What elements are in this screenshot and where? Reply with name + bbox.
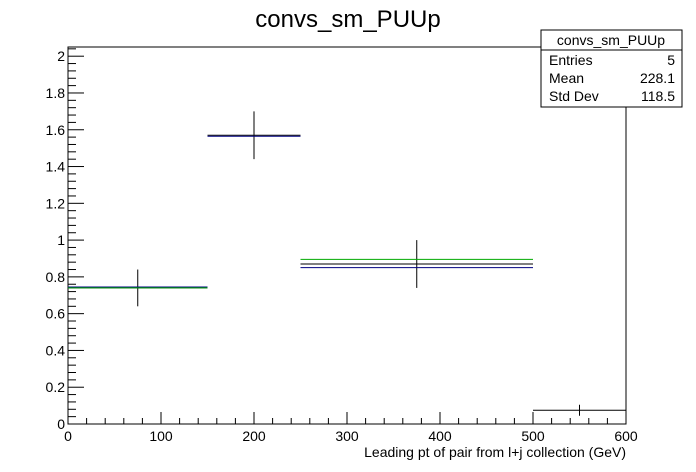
stats-box: convs_sm_PUUp Entries 5 Mean 228.1 Std D… (540, 29, 683, 108)
stats-box-frame (540, 29, 683, 108)
stats-entries-label: Entries (549, 52, 593, 68)
x-tick-label: 400 (428, 428, 452, 444)
y-axis: 0 0.2 0.4 0.6 0.8 1 1.2 1.4 1.6 1.8 2 (46, 48, 84, 432)
stats-mean-value: 228.1 (640, 70, 675, 86)
stats-mean-label: Mean (549, 70, 584, 86)
y-tick-label: 1.6 (46, 122, 66, 138)
y-tick-label: 0 (57, 416, 65, 432)
y-tick-label: 1.8 (46, 85, 66, 101)
x-tick-label: 300 (335, 428, 359, 444)
x-axis: 0 100 200 300 400 500 600 (64, 412, 638, 444)
series-1 (68, 135, 533, 288)
stats-entries-value: 5 (667, 52, 675, 68)
chart-title: convs_sm_PUUp (255, 6, 440, 33)
y-tick-label: 0.8 (46, 269, 66, 285)
stats-stddev-value: 118.5 (641, 88, 675, 104)
x-tick-label: 500 (521, 428, 545, 444)
y-tick-label: 1.2 (46, 195, 66, 211)
y-tick-label: 2 (57, 48, 65, 64)
x-tick-label: 600 (614, 428, 638, 444)
x-axis-label: Leading pt of pair from l+j collection (… (364, 444, 626, 460)
y-tick-label: 1.4 (46, 159, 66, 175)
series-0 (68, 111, 626, 416)
x-tick-label: 100 (149, 428, 173, 444)
y-tick-label: 0.4 (46, 342, 66, 358)
y-tick-label: 1 (57, 232, 65, 248)
series-layer (68, 111, 626, 416)
y-tick-label: 0.6 (46, 306, 66, 322)
series-2 (68, 258, 533, 289)
x-tick-label: 0 (64, 428, 72, 444)
stats-stddev-label: Std Dev (549, 88, 599, 104)
y-tick-label: 0.2 (46, 379, 66, 395)
stats-box-name: convs_sm_PUUp (557, 32, 665, 48)
x-tick-label: 200 (242, 428, 266, 444)
